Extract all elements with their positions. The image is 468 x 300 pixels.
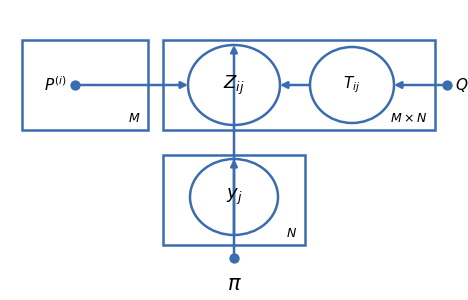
Point xyxy=(71,82,79,87)
Point xyxy=(230,256,238,260)
Text: $M$: $M$ xyxy=(128,112,140,125)
Bar xyxy=(22,40,148,130)
Text: $T_{ij}$: $T_{ij}$ xyxy=(344,75,361,95)
Text: $Z_{ij}$: $Z_{ij}$ xyxy=(223,74,245,97)
Text: $P^{(i)}$: $P^{(i)}$ xyxy=(44,76,67,94)
Text: $y_j$: $y_j$ xyxy=(226,187,242,207)
Text: $N$: $N$ xyxy=(286,227,297,240)
Bar xyxy=(163,40,435,130)
Point xyxy=(443,82,451,87)
Bar xyxy=(163,155,305,245)
Text: $M \times N$: $M \times N$ xyxy=(390,112,427,125)
Text: $\pi$: $\pi$ xyxy=(227,274,241,293)
Text: $Q$: $Q$ xyxy=(455,76,468,94)
